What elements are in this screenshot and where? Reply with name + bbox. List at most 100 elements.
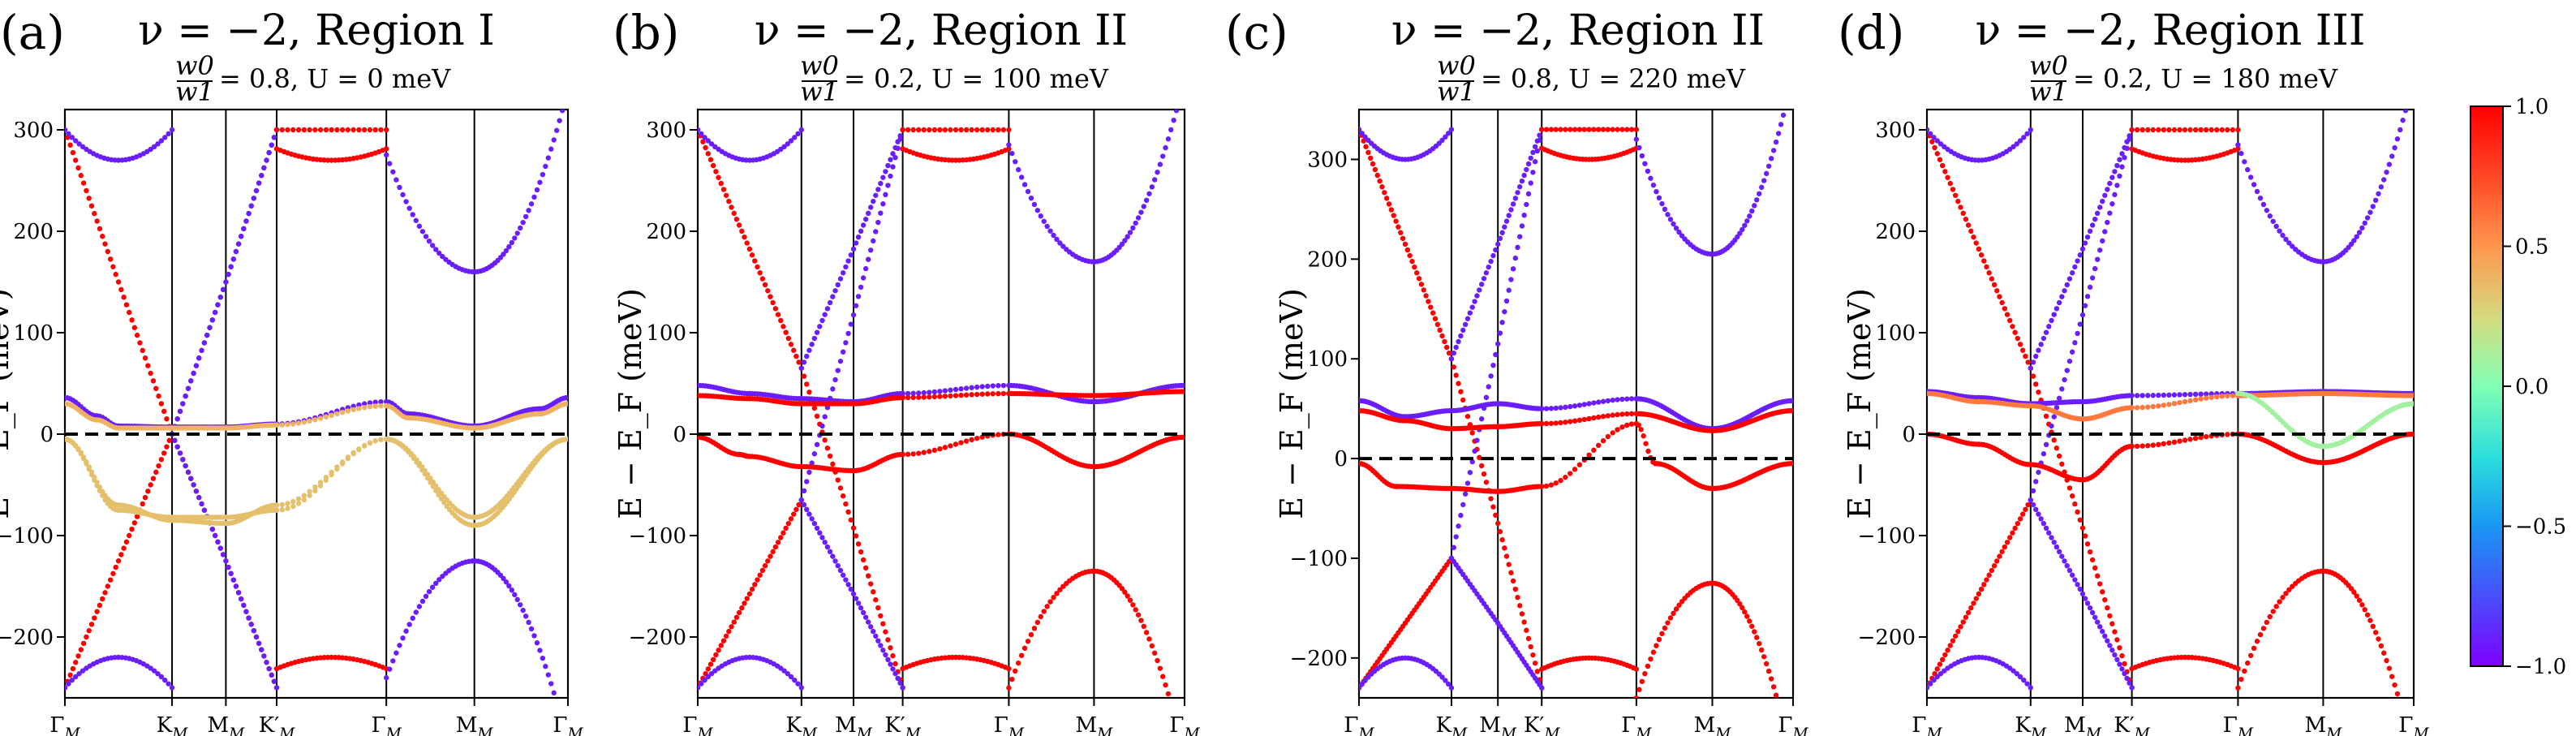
band-point [551, 690, 557, 696]
band-point [1737, 230, 1743, 236]
band-point [419, 598, 426, 605]
band-point [1752, 203, 1757, 209]
band-point [1641, 433, 1646, 439]
band-point [860, 557, 867, 563]
band-point [169, 685, 175, 691]
band-point [2100, 238, 2105, 244]
band-point [736, 609, 742, 616]
band-point [1994, 558, 2000, 564]
band-point [238, 596, 244, 602]
band-point [2122, 144, 2127, 151]
band-point [162, 677, 168, 683]
band-point [2356, 230, 2363, 235]
band-point [2260, 626, 2267, 631]
band-point [413, 609, 419, 615]
band-point [910, 451, 916, 457]
band-point [1481, 276, 1487, 282]
band-point [2053, 544, 2060, 550]
band-point [1973, 240, 1979, 246]
band-point [2398, 127, 2403, 133]
band-point [2156, 403, 2161, 409]
band-point [246, 210, 252, 217]
band-point [506, 243, 512, 250]
band-point [1525, 191, 1532, 197]
band-point [1619, 127, 1625, 132]
band-point [1458, 512, 1464, 519]
band-point [1633, 695, 1640, 698]
band-point [1127, 597, 1133, 603]
band-point [2043, 413, 2049, 420]
band-point [356, 445, 362, 452]
band-point [1963, 216, 1969, 222]
band-point [1596, 399, 1602, 405]
band-point [705, 151, 711, 157]
band-point [339, 410, 346, 415]
band-point [2139, 404, 2145, 411]
band-point [2192, 397, 2199, 402]
band-point [1742, 609, 1748, 615]
band-point [2053, 445, 2060, 451]
band-point [367, 404, 373, 410]
band-point [1155, 170, 1160, 175]
band-point [969, 392, 974, 398]
band-point [514, 596, 520, 603]
band-point [873, 597, 879, 603]
band-point [1486, 384, 1491, 390]
band-point [1426, 299, 1431, 304]
x-tick-label: ΓM [994, 713, 1025, 736]
band-point [785, 670, 790, 677]
band-point [537, 179, 543, 185]
band-point [2072, 340, 2078, 346]
band-point [2075, 258, 2080, 264]
band-point [749, 586, 755, 592]
band-point [2277, 599, 2282, 605]
band-point [809, 516, 815, 522]
band-point [937, 394, 943, 399]
band-point [2376, 636, 2381, 642]
band-point [1971, 600, 1976, 606]
band-point [900, 685, 905, 691]
band-point [860, 609, 867, 616]
band-point [1965, 609, 1972, 616]
band-point [235, 590, 242, 596]
band-point [2028, 365, 2033, 371]
band-point [332, 157, 338, 163]
band-point [1537, 132, 1542, 138]
band-point [80, 144, 86, 150]
ratio-denominator: w1 [1437, 76, 1476, 107]
band-point [548, 146, 554, 152]
band-point [1986, 572, 1992, 578]
band-point [1404, 247, 1411, 253]
band-point [2082, 533, 2088, 539]
band-point [801, 373, 807, 379]
band-point [832, 558, 838, 564]
band-point [2064, 368, 2070, 373]
band-point [113, 271, 118, 278]
band-point [440, 573, 445, 579]
band-point [390, 658, 396, 664]
band-point [69, 677, 75, 683]
band-point [2225, 432, 2230, 437]
band-point [261, 653, 267, 659]
band-point [900, 127, 905, 133]
band-point [166, 131, 171, 137]
band-point [1530, 652, 1536, 658]
band-point [285, 421, 290, 428]
band-point [1490, 362, 1496, 368]
band-point [1151, 650, 1158, 656]
band-point [1519, 223, 1525, 229]
band-point [301, 127, 307, 133]
band-point [1645, 448, 1651, 454]
band-point [811, 451, 818, 457]
subtitle-params: = 0.8, U = 220 meV [1481, 63, 1746, 94]
band-point [2097, 581, 2103, 587]
band-point [2010, 324, 2015, 329]
band-point [910, 394, 916, 401]
band-point [419, 467, 425, 473]
x-tick-label: MM [1076, 713, 1114, 736]
band-point [788, 516, 794, 522]
band-point [1383, 196, 1390, 201]
band-point [1047, 228, 1053, 234]
band-point [817, 324, 823, 329]
band-point [2134, 127, 2140, 133]
